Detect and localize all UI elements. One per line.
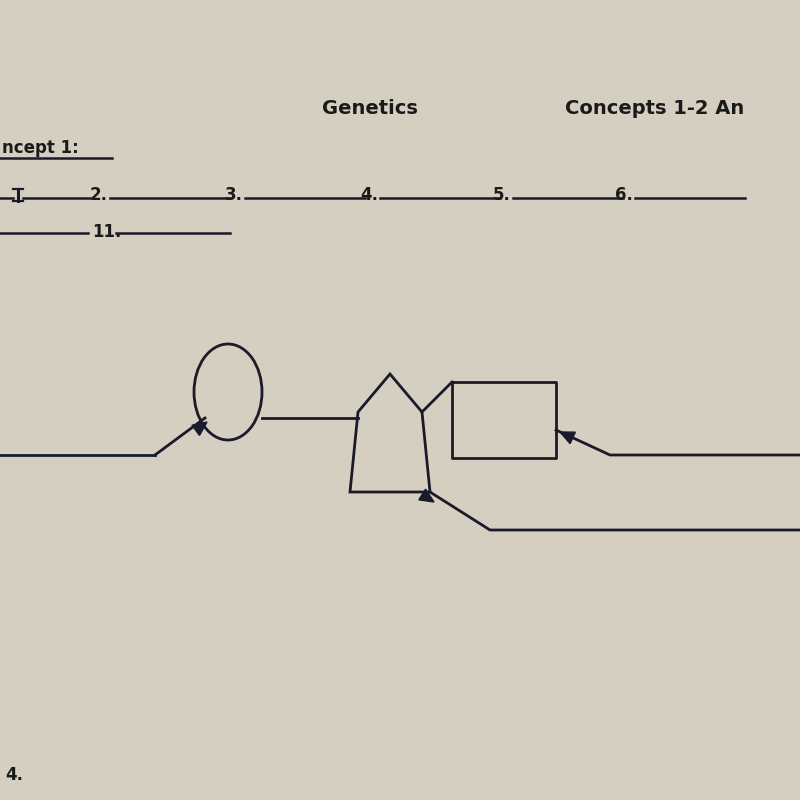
Text: 11.: 11.: [92, 223, 122, 241]
Text: ncept 1:: ncept 1:: [2, 139, 78, 157]
Text: 4.: 4.: [360, 186, 378, 204]
Text: 3.: 3.: [225, 186, 243, 204]
Polygon shape: [419, 489, 434, 502]
Text: 4.: 4.: [5, 766, 23, 784]
Polygon shape: [560, 432, 575, 443]
Text: 2.: 2.: [90, 186, 108, 204]
Text: 6.: 6.: [615, 186, 633, 204]
Text: Concepts 1-2 An: Concepts 1-2 An: [565, 98, 744, 118]
Text: Genetics: Genetics: [322, 98, 418, 118]
Polygon shape: [192, 422, 207, 435]
Text: 5.: 5.: [493, 186, 511, 204]
